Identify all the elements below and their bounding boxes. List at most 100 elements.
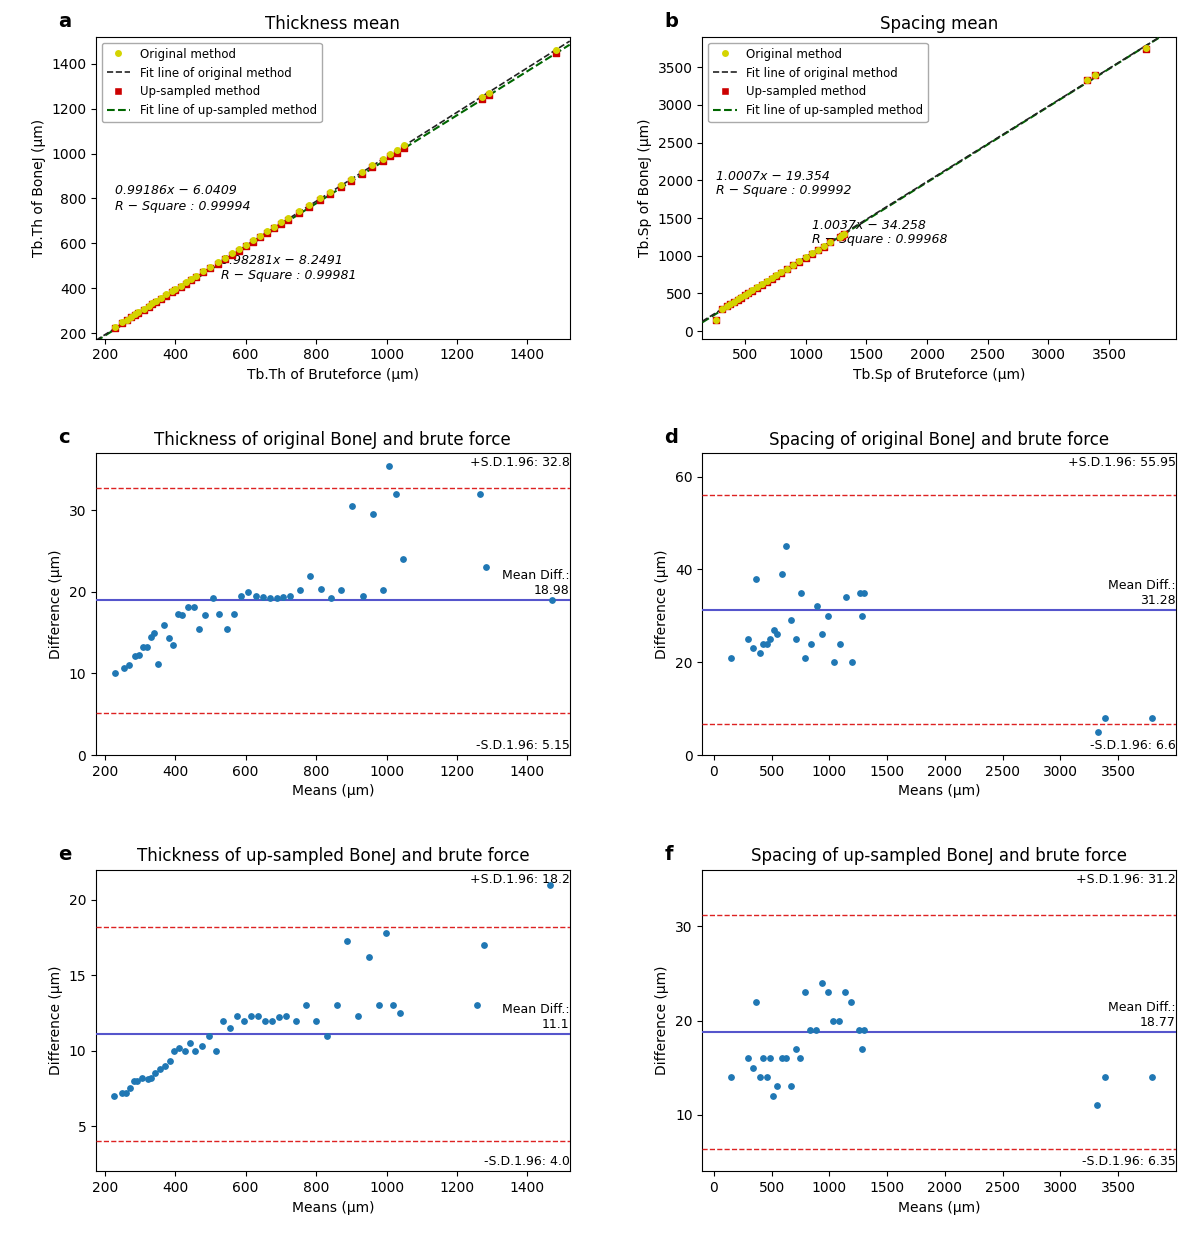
Point: [738, 1048, 757, 1068]
Point: [139, 296, 158, 316]
Point: [784, 255, 803, 275]
Point: [752, 275, 772, 295]
Point: [1142, 1068, 1162, 1088]
Point: [157, 286, 176, 306]
Point: [830, 227, 850, 247]
Point: [768, 624, 787, 644]
Point: [300, 566, 319, 586]
Point: [772, 1048, 791, 1068]
Point: [373, 581, 392, 600]
Point: [767, 266, 786, 286]
Point: [833, 226, 852, 245]
Point: [721, 1068, 740, 1088]
Point: [229, 240, 248, 260]
Point: [170, 277, 190, 297]
Point: [161, 1052, 180, 1071]
Point: [118, 311, 137, 330]
Point: [808, 597, 827, 616]
Point: [791, 583, 810, 603]
Point: [169, 1038, 188, 1058]
Point: [194, 263, 214, 282]
Point: [370, 995, 389, 1015]
Text: c: c: [58, 428, 70, 448]
Point: [200, 258, 220, 277]
Point: [206, 1041, 226, 1060]
Point: [196, 605, 215, 625]
Point: [728, 290, 748, 309]
Point: [757, 271, 776, 291]
Point: [268, 588, 287, 608]
Point: [835, 983, 854, 1002]
Point: [125, 305, 144, 324]
Point: [342, 170, 361, 190]
Point: [394, 550, 413, 570]
Point: [353, 164, 372, 184]
Point: [362, 155, 382, 175]
Point: [224, 604, 244, 624]
Point: [160, 629, 179, 649]
Point: [353, 586, 372, 605]
Point: [269, 1007, 288, 1027]
Y-axis label: Difference (μm): Difference (μm): [655, 965, 670, 1075]
Point: [214, 1011, 233, 1031]
Point: [470, 485, 490, 504]
Point: [113, 312, 132, 332]
X-axis label: Means (μm): Means (μm): [292, 1201, 374, 1215]
Point: [1136, 38, 1156, 58]
Title: Thickness of original BoneJ and brute force: Thickness of original BoneJ and brute fo…: [155, 432, 511, 449]
Point: [764, 1086, 784, 1106]
Point: [732, 287, 751, 307]
Point: [208, 254, 227, 274]
Point: [824, 1011, 844, 1031]
Point: [244, 232, 263, 252]
Point: [546, 43, 565, 63]
Point: [748, 277, 767, 297]
Point: [106, 318, 125, 338]
Point: [262, 1011, 281, 1031]
Point: [850, 1020, 869, 1039]
Point: [250, 226, 269, 245]
Point: [762, 269, 781, 289]
Point: [707, 311, 726, 330]
Text: 0.98281x − 8.2491: 0.98281x − 8.2491: [221, 254, 343, 266]
X-axis label: Tb.Th of Bruteforce (μm): Tb.Th of Bruteforce (μm): [247, 367, 419, 382]
Point: [104, 1086, 124, 1106]
Text: -S.D.1.96: 6.35: -S.D.1.96: 6.35: [1082, 1155, 1176, 1169]
Point: [166, 279, 185, 298]
Point: [796, 983, 815, 1002]
Point: [208, 253, 227, 272]
Text: e: e: [58, 845, 72, 863]
Y-axis label: Difference (μm): Difference (μm): [655, 550, 670, 658]
Point: [1085, 65, 1104, 85]
Point: [752, 275, 772, 295]
Point: [222, 245, 241, 265]
Point: [257, 223, 276, 243]
Point: [767, 265, 786, 285]
Point: [222, 244, 241, 264]
Point: [772, 263, 791, 282]
Point: [234, 1011, 253, 1031]
Point: [767, 1076, 786, 1096]
Point: [750, 1068, 769, 1088]
Point: [383, 995, 402, 1015]
Point: [348, 1006, 367, 1026]
Point: [802, 244, 821, 264]
Point: [215, 249, 234, 269]
Point: [181, 270, 200, 290]
Point: [1085, 65, 1104, 85]
Point: [725, 292, 744, 312]
Point: [802, 244, 821, 264]
Point: [236, 234, 256, 254]
Point: [187, 268, 206, 287]
Point: [179, 597, 198, 616]
Point: [852, 1039, 871, 1059]
Point: [236, 237, 256, 256]
Point: [808, 240, 827, 260]
Point: [271, 212, 290, 232]
Point: [164, 635, 184, 655]
Point: [118, 309, 137, 329]
Point: [1096, 708, 1115, 727]
Point: [821, 233, 840, 253]
Point: [175, 1041, 194, 1060]
Point: [757, 634, 776, 653]
